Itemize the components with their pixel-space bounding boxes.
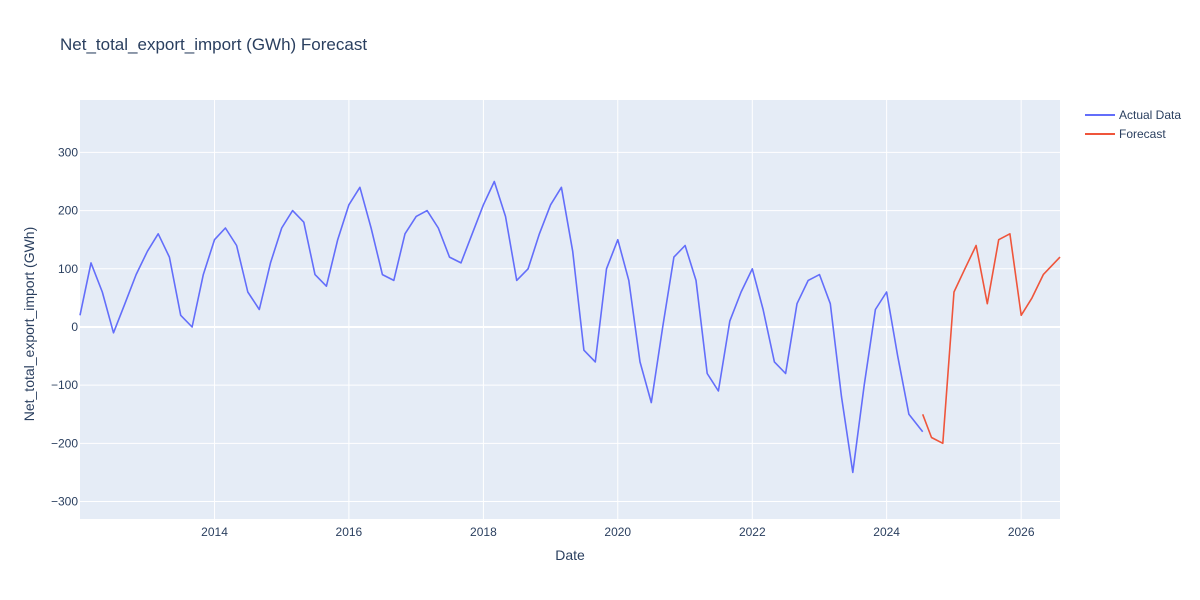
y-tick-label: 100 xyxy=(58,262,78,276)
series-layer xyxy=(79,180,1061,474)
y-tick-label: 0 xyxy=(71,320,78,334)
series-line-forecast xyxy=(921,233,1061,445)
series-line-actual-data xyxy=(79,180,924,474)
y-tick-label: −100 xyxy=(51,378,78,392)
x-tick-label: 2016 xyxy=(336,525,363,539)
plot-area xyxy=(80,100,1060,519)
x-tick-label: 2018 xyxy=(470,525,497,539)
chart-title: Net_total_export_import (GWh) Forecast xyxy=(60,35,367,54)
y-tick-label: −200 xyxy=(51,436,78,450)
y-tick-labels: 300 200 100 0 −100 −200 −300 xyxy=(51,145,78,508)
y-gridlines xyxy=(80,151,1060,503)
y-tick-label: 300 xyxy=(58,145,78,159)
y-axis-title: Net_total_export_import (GWh) xyxy=(21,227,37,422)
legend[interactable]: Actual Data Forecast xyxy=(1085,108,1181,141)
legend-label-forecast: Forecast xyxy=(1119,127,1166,141)
x-axis-title: Date xyxy=(555,547,585,563)
x-tick-label: 2022 xyxy=(739,525,766,539)
x-tick-label: 2014 xyxy=(201,525,228,539)
x-tick-label: 2020 xyxy=(604,525,631,539)
x-tick-label: 2024 xyxy=(873,525,900,539)
y-tick-label: 200 xyxy=(58,204,78,218)
legend-item-forecast[interactable]: Forecast xyxy=(1085,127,1166,141)
x-tick-labels: 2014 2016 2018 2020 2022 2024 2026 xyxy=(201,525,1035,539)
legend-item-actual[interactable]: Actual Data xyxy=(1085,108,1181,122)
y-tick-label: −300 xyxy=(51,495,78,509)
legend-label-actual: Actual Data xyxy=(1119,108,1181,122)
x-tick-label: 2026 xyxy=(1008,525,1035,539)
